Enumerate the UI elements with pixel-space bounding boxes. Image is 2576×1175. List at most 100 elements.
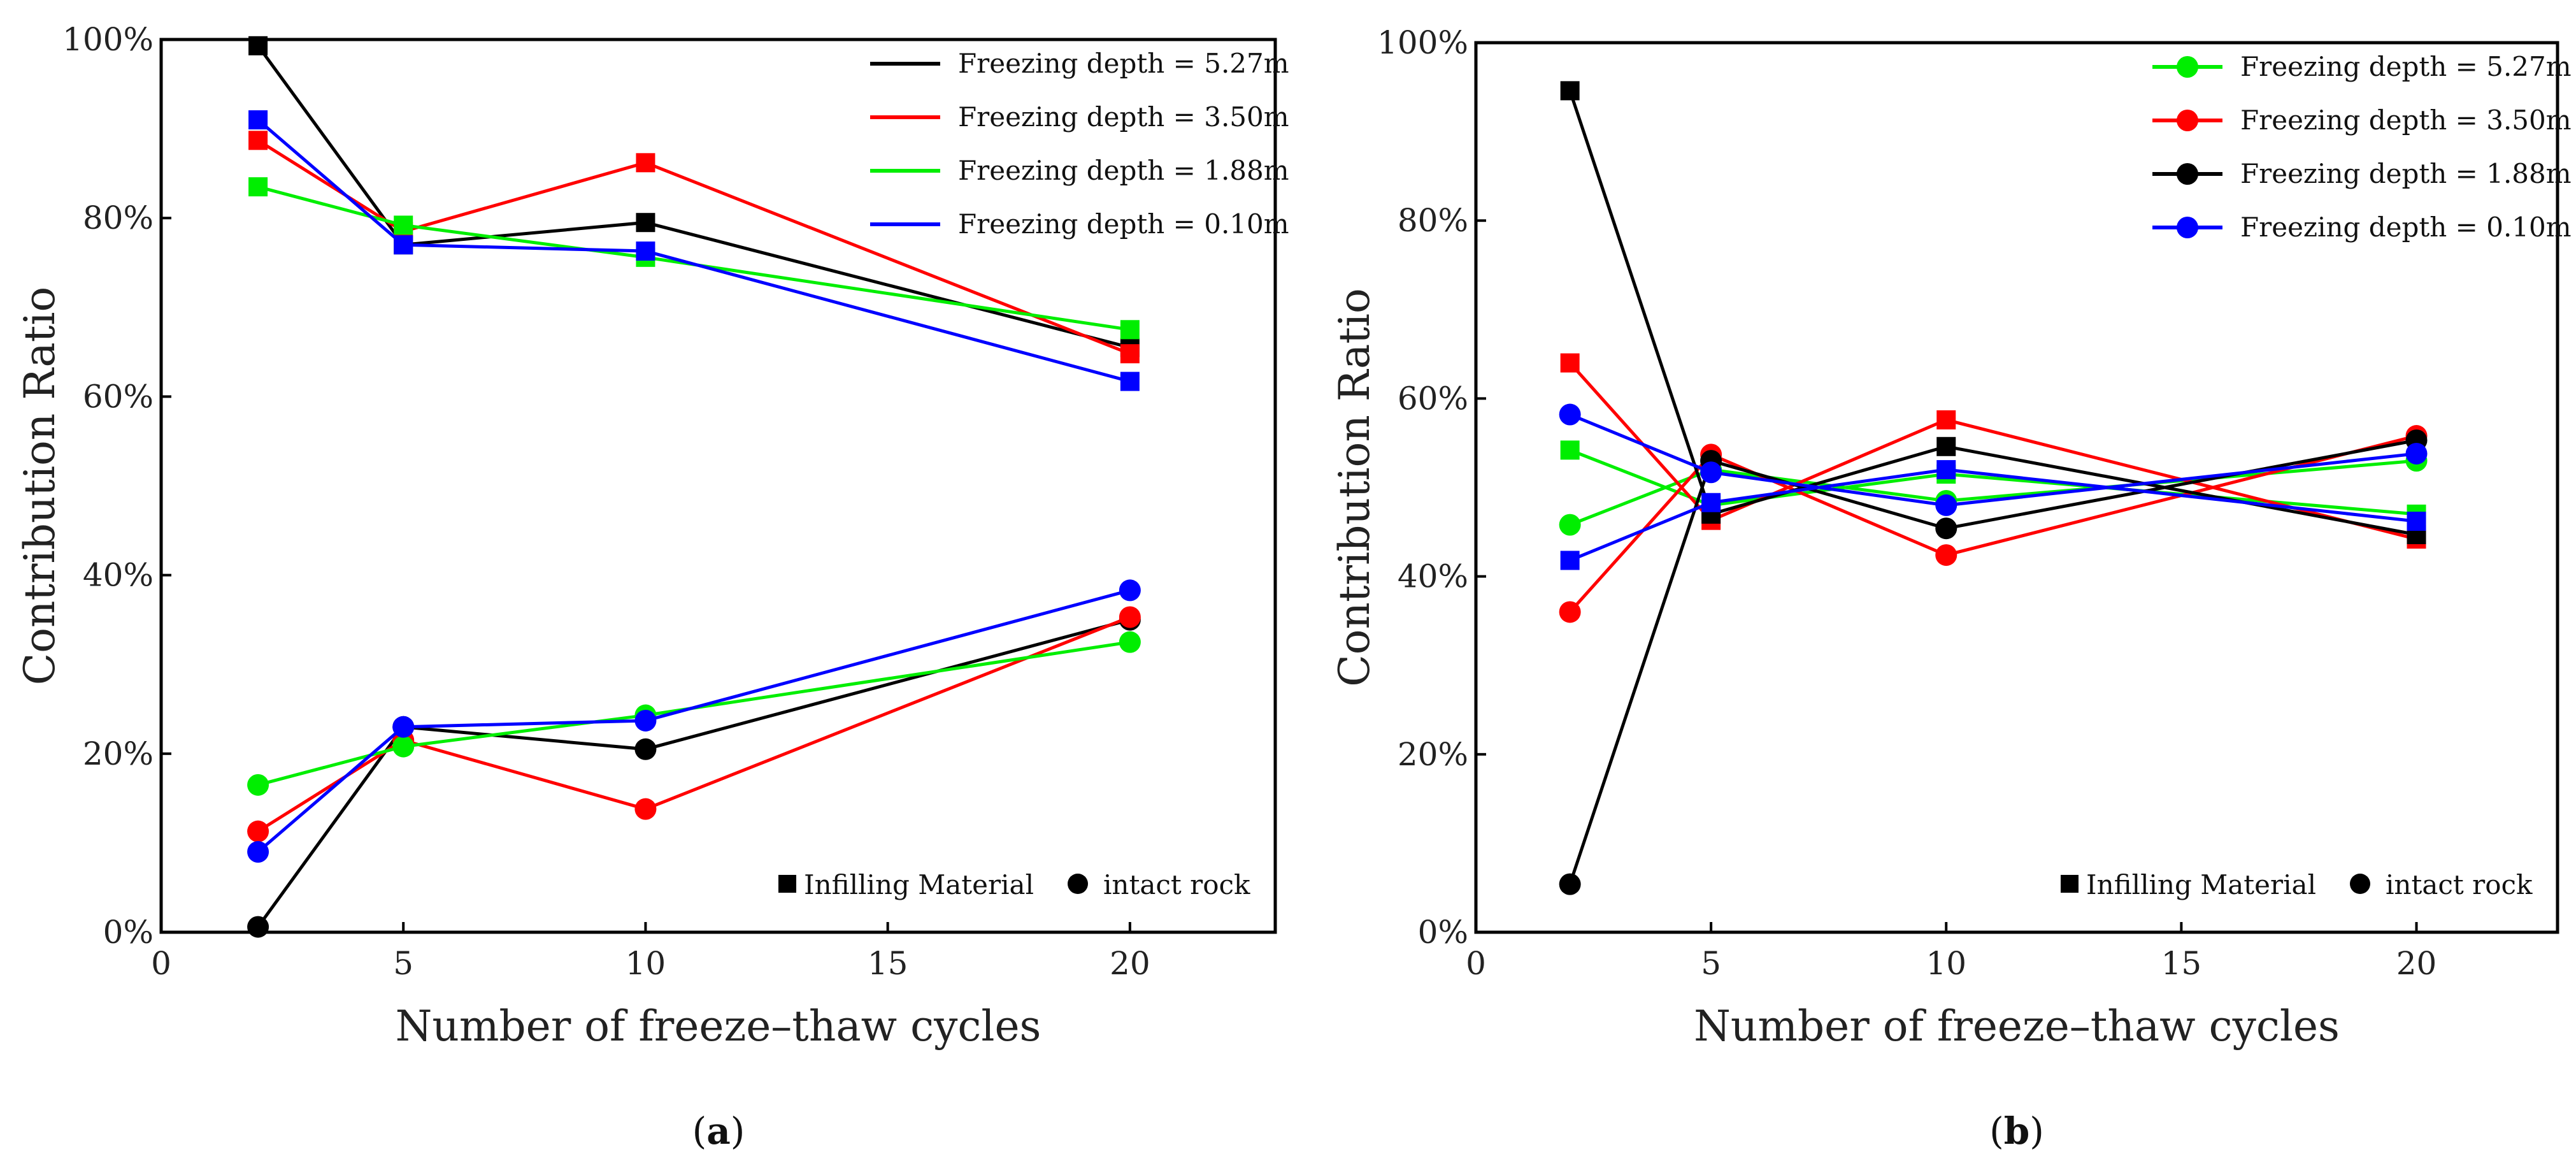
data-point-circle (1559, 514, 1581, 536)
y-tick-label: 20% (1398, 736, 1468, 773)
series-line-intact (257, 589, 1131, 853)
legend-label: Freezing depth = 0.10m (2240, 212, 2572, 243)
x-axis-label: Number of freeze–thaw cycles (396, 1002, 1041, 1051)
data-point-square (1560, 353, 1580, 373)
data-point-circle (247, 820, 269, 842)
caption-open: ( (1989, 1109, 2004, 1153)
series-line-intact (257, 618, 1131, 928)
data-point-square (1120, 320, 1140, 340)
series-line-intact (257, 640, 1131, 787)
data-point-circle (634, 738, 657, 760)
series-line-intact (1568, 438, 2417, 885)
series-line-infilling (257, 119, 1131, 383)
data-point-circle (1119, 579, 1141, 602)
chart-panel-b: 0 5 10 15 20 0% 20% 40% 60% 80% 100% Number of free… (1330, 24, 2572, 1153)
data-point-circle (1559, 873, 1581, 895)
data-point-square (1701, 493, 1721, 512)
y-tick-label: 80% (83, 199, 154, 236)
panel-caption: (a) (692, 1109, 745, 1153)
data-point-square (636, 213, 655, 233)
x-tick-label: 10 (626, 945, 666, 982)
y-tick-label: 0% (1418, 914, 1468, 951)
x-tick-label: 5 (393, 945, 413, 982)
legend-label: Freezing depth = 5.27m (958, 48, 1289, 79)
data-point-square (1560, 551, 1580, 570)
legend-square-icon (778, 875, 796, 893)
data-point-circle (247, 774, 269, 796)
x-tick-label: 5 (1701, 945, 1721, 982)
y-tick-label: 60% (83, 378, 154, 415)
data-point-square (1120, 344, 1140, 364)
caption-close: ) (2029, 1109, 2044, 1153)
data-point-square (636, 241, 655, 261)
legend-intact-label: intact rock (1103, 869, 1250, 900)
plot-frame (1474, 41, 2559, 934)
y-tick-label: 100% (62, 21, 154, 58)
plot-frame (159, 38, 1277, 934)
data-point-square (2407, 512, 2426, 531)
data-point-circle (392, 735, 415, 758)
x-axis-label: Number of freeze–thaw cycles (1694, 1002, 2340, 1051)
data-point-circle (1559, 601, 1581, 623)
chart-panel-a: 0 5 10 15 20 0% 20% 40% 60% 80% 100% Number of free… (15, 21, 1289, 1153)
legend-label: Freezing depth = 1.88m (2240, 158, 2572, 189)
panel-caption: (b) (1989, 1109, 2044, 1153)
caption-letter: a (706, 1109, 731, 1153)
data-point-square (394, 215, 413, 235)
legend-circle-icon (2350, 874, 2370, 894)
data-point-square (248, 110, 268, 130)
legend-label: Freezing depth = 0.10m (958, 208, 1289, 240)
data-point-circle (1559, 403, 1581, 426)
legend-label: Freezing depth = 3.50m (958, 101, 1289, 133)
series-line-infilling (1569, 468, 2417, 562)
legend-circle-icon (1068, 874, 1088, 894)
data-point-circle (392, 716, 415, 738)
y-tick-label: 40% (1398, 558, 1468, 595)
y-tick-label: 0% (103, 914, 154, 951)
series-line-intact (1568, 434, 2417, 614)
data-point-square (636, 153, 655, 173)
data-point-square (1560, 81, 1580, 101)
series-line-infilling (1568, 90, 2417, 537)
y-tick-label: 100% (1377, 24, 1468, 61)
y-tick-label: 40% (83, 557, 154, 594)
legend-infilling-label: Infilling Material (804, 869, 1034, 900)
data-point-circle (1700, 461, 1722, 484)
legend-marker-circle (2177, 217, 2198, 238)
data-point-square (1120, 371, 1140, 391)
data-point-circle (634, 798, 657, 820)
series-line-intact (1569, 413, 2417, 507)
x-tick-label: 0 (151, 945, 171, 982)
legend-square-icon (2061, 875, 2079, 893)
data-point-circle (2405, 442, 2428, 465)
legend-marker-circle (2177, 110, 2198, 131)
data-point-square (248, 177, 268, 197)
x-tick-label: 20 (2396, 945, 2437, 982)
legend-marker-circle (2177, 163, 2198, 185)
caption-letter: b (2004, 1109, 2030, 1153)
y-tick-label: 20% (83, 735, 154, 772)
data-point-circle (634, 709, 657, 732)
y-axis-label: Contribution Ratio (15, 287, 64, 685)
data-point-circle (247, 916, 269, 938)
y-axis-label: Contribution Ratio (1330, 288, 1379, 686)
y-tick-label: 80% (1398, 202, 1468, 239)
series-line-infilling (257, 45, 1131, 349)
legend-label: Freezing depth = 5.27m (2240, 51, 2572, 82)
data-point-square (248, 36, 268, 55)
data-point-square (1936, 460, 1956, 480)
series-line-infilling (1568, 361, 2417, 541)
data-point-circle (1935, 494, 1957, 516)
data-point-square (1560, 440, 1580, 460)
x-tick-label: 15 (868, 945, 908, 982)
data-point-circle (1935, 544, 1957, 566)
legend-label: Freezing depth = 3.50m (2240, 105, 2572, 136)
x-tick-label: 20 (1110, 945, 1150, 982)
series-line-infilling (257, 139, 1131, 356)
data-point-square (1936, 410, 1956, 429)
x-tick-label: 10 (1926, 945, 1966, 982)
caption-close: ) (731, 1109, 745, 1153)
legend-label: Freezing depth = 1.88m (958, 155, 1289, 186)
data-point-circle (247, 840, 269, 863)
